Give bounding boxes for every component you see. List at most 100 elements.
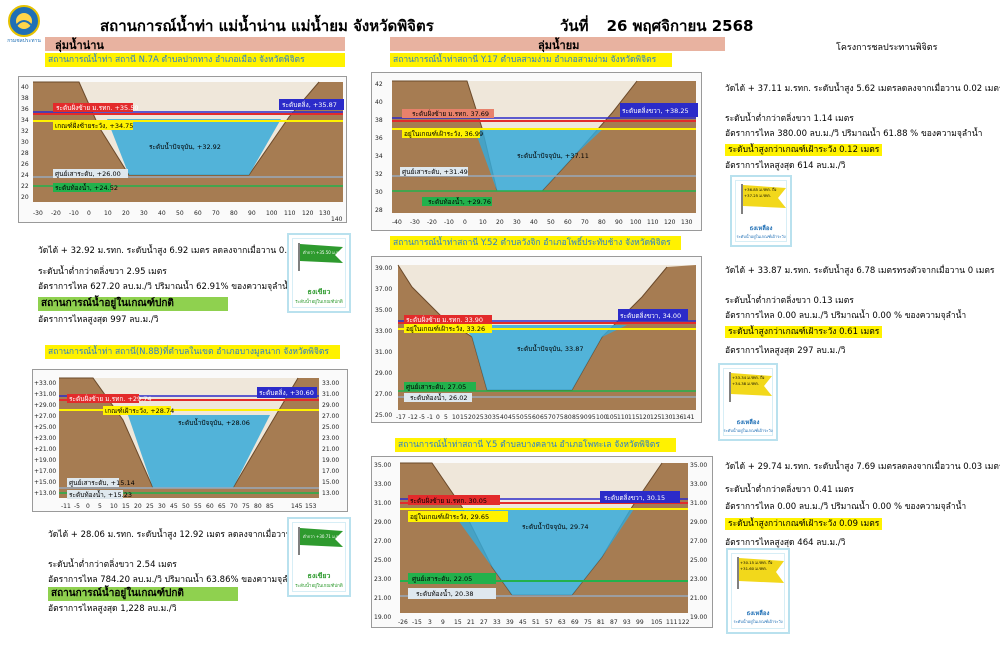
svg-text:15.00: 15.00 [322, 479, 339, 486]
station-y17-svg: 42 40 38 36 34 32 30 28 ระดับฝั่งซ้าย ม.… [375, 80, 698, 226]
svg-text:60: 60 [194, 210, 202, 217]
svg-text:19.00: 19.00 [374, 614, 391, 621]
svg-text:29.00: 29.00 [322, 402, 339, 409]
n8b-water-label: ระดับน้ำปัจจุบัน, +28.06 [178, 418, 250, 427]
station-y52-info: วัดได้ + 33.87 ม.รทก. ระดับน้ำสูง 6.78 เ… [725, 266, 995, 366]
svg-text:36: 36 [21, 106, 29, 113]
svg-text:130: 130 [681, 219, 693, 226]
svg-text:75: 75 [242, 503, 250, 510]
y17-y-axis: 42 40 38 36 34 32 30 28 [375, 81, 383, 214]
svg-text:+29.00: +29.00 [34, 402, 56, 409]
svg-text:70: 70 [212, 210, 220, 217]
n8b-y-axis-right: 33.00 31.00 29.00 27.00 25.00 23.00 21.0… [322, 380, 339, 497]
svg-text:31.00: 31.00 [690, 500, 707, 507]
svg-text:120: 120 [664, 219, 676, 226]
svg-text:81: 81 [597, 619, 605, 626]
svg-text:21.00: 21.00 [690, 595, 707, 602]
yellow-flag-icon [729, 372, 772, 402]
section-yom-header: ลุ่มน้ำยม [390, 37, 725, 52]
svg-text:0: 0 [436, 414, 440, 421]
n7a-bedleft-label: ศูนย์เสาระดับ, +26.00 [55, 170, 121, 178]
svg-text:29.00: 29.00 [690, 519, 707, 526]
svg-text:51: 51 [532, 619, 540, 626]
svg-text:15: 15 [122, 503, 130, 510]
n8b-info-level: วัดได้ + 28.06 ม.รทก. ระดับน้ำสูง 12.92 … [48, 530, 335, 540]
svg-text:39.00: 39.00 [375, 265, 392, 272]
y52-water-label: ระดับน้ำปัจจุบัน, 33.87 [517, 344, 583, 353]
svg-text:45: 45 [519, 619, 527, 626]
svg-text:-40: -40 [392, 219, 402, 226]
y52-info-status: ระดับน้ำสูงกว่าเกณฑ์เฝ้าระวัง 0.61 เมตร [725, 326, 883, 339]
svg-text:45: 45 [508, 414, 516, 421]
svg-text:28: 28 [375, 207, 383, 214]
svg-text:20: 20 [122, 210, 130, 217]
n7a-y-axis: 40 38 36 34 32 30 28 26 24 22 20 [21, 84, 29, 201]
svg-text:28: 28 [21, 150, 29, 157]
svg-text:-11: -11 [61, 503, 71, 510]
svg-text:33.00: 33.00 [375, 328, 392, 335]
svg-text:85: 85 [266, 503, 274, 510]
svg-text:60: 60 [532, 414, 540, 421]
station-n7a-svg: 40 38 36 34 32 30 28 26 24 22 20 ระดับฝั… [21, 81, 344, 222]
svg-text:140: 140 [331, 216, 343, 222]
svg-text:75: 75 [556, 414, 564, 421]
svg-text:29.00: 29.00 [374, 519, 391, 526]
y5-info-flow: อัตราการไหล 0.00 ลบ.ม./วิ ปริมาณน้ำ 0.00… [725, 502, 967, 512]
svg-text:-10: -10 [444, 219, 454, 226]
svg-text:5: 5 [98, 503, 102, 510]
svg-text:-1: -1 [427, 414, 433, 421]
svg-text:65: 65 [218, 503, 226, 510]
svg-text:-30: -30 [33, 210, 43, 217]
svg-text:35.00: 35.00 [374, 462, 391, 469]
svg-text:30: 30 [513, 219, 521, 226]
svg-text:50: 50 [176, 210, 184, 217]
svg-text:25.00: 25.00 [322, 424, 339, 431]
svg-text:35: 35 [492, 414, 500, 421]
svg-text:20: 20 [134, 503, 142, 510]
svg-text:27.00: 27.00 [322, 413, 339, 420]
svg-text:80: 80 [254, 503, 262, 510]
svg-text:9: 9 [441, 619, 445, 626]
svg-text:+13.00: +13.00 [34, 490, 56, 497]
svg-text:+23.00: +23.00 [34, 435, 56, 442]
svg-text:10: 10 [104, 210, 112, 217]
n7a-info-status: สถานการณ์น้ำอยู่ในเกณฑ์ปกติ [38, 297, 228, 311]
svg-text:38: 38 [21, 95, 29, 102]
station-n8b-chart: +33.00 +31.00 +29.00 +27.00 +25.00 +23.0… [32, 369, 348, 512]
svg-text:33.00: 33.00 [690, 481, 707, 488]
svg-text:105: 105 [606, 414, 618, 421]
svg-text:20: 20 [496, 219, 504, 226]
date-display: วันที่ 26 พฤศจิกายน 2568 [560, 14, 753, 38]
svg-text:19.00: 19.00 [322, 457, 339, 464]
svg-text:39: 39 [506, 619, 514, 626]
y17-bed-label: ระดับท้องน้ำ, +29.76 [428, 197, 491, 206]
n7a-info-max: อัตราการไหลสูงสุด 997 ลบ.ม./วิ [38, 315, 159, 325]
svg-text:0: 0 [463, 219, 467, 226]
svg-text:111: 111 [666, 619, 678, 626]
svg-text:57: 57 [545, 619, 553, 626]
date-value: 26 พฤศจิกายน 2568 [606, 17, 754, 35]
svg-text:20: 20 [468, 414, 476, 421]
y52-info-bank: ระดับน้ำต่ำกว่าตลิ่งขวา 0.13 เมตร [725, 296, 854, 306]
svg-text:-12: -12 [408, 414, 418, 421]
svg-text:115: 115 [628, 414, 640, 421]
svg-text:30: 30 [158, 503, 166, 510]
svg-text:26: 26 [21, 161, 29, 168]
svg-text:10: 10 [452, 414, 460, 421]
station-n7a-title: สถานการณ์น้ำท่า สถานี N.7A ตำบลปากทาง อำ… [45, 53, 345, 67]
svg-text:35.00: 35.00 [690, 462, 707, 469]
svg-text:141: 141 [683, 414, 695, 421]
svg-text:100: 100 [630, 219, 642, 226]
svg-text:27.00: 27.00 [375, 391, 392, 398]
svg-text:-30: -30 [410, 219, 420, 226]
n7a-info-bank: ระดับน้ำต่ำกว่าตลิ่งขวา 2.95 เมตร [38, 267, 167, 277]
y17-info-bank: ระดับน้ำต่ำกว่าตลิ่งขวา 1.14 เมตร [725, 114, 854, 124]
svg-text:50: 50 [547, 219, 555, 226]
svg-text:34: 34 [21, 117, 29, 124]
svg-text:15: 15 [460, 414, 468, 421]
svg-text:110: 110 [647, 219, 659, 226]
svg-text:27: 27 [480, 619, 488, 626]
station-y52-chart: 39.00 37.00 35.00 33.00 31.00 29.00 27.0… [371, 256, 702, 423]
station-n8b-info: วัดได้ + 28.06 ม.รทก. ระดับน้ำสูง 12.92 … [48, 526, 335, 606]
svg-text:25.00: 25.00 [374, 557, 391, 564]
